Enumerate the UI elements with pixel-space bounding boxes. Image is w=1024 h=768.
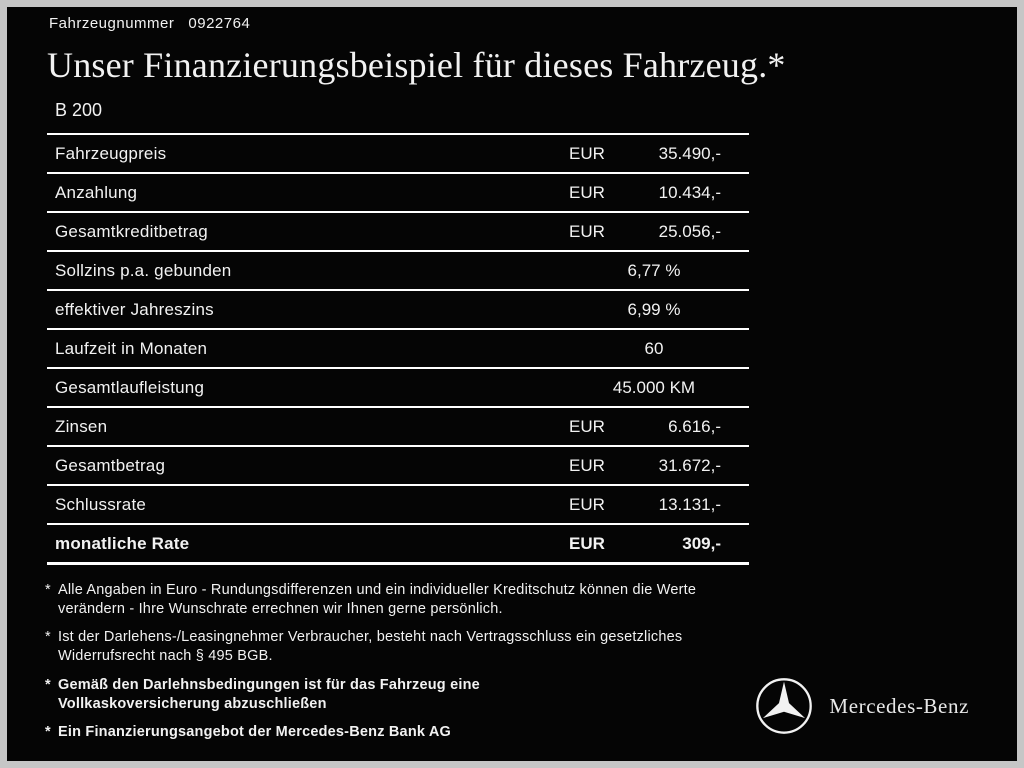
- row-currency: EUR: [569, 416, 605, 436]
- row-value: EUR 6.616,-: [569, 417, 749, 437]
- brand-block: Mercedes-Benz: [755, 677, 969, 735]
- row-amount: 6,99 %: [627, 299, 681, 319]
- table-row-effektiver-jahreszins: effektiver Jahreszins 6,99 %: [47, 291, 749, 330]
- row-value: EUR 10.434,-: [569, 183, 749, 203]
- table-row-schlussrate: Schlussrate EUR 13.131,-: [47, 486, 749, 525]
- row-amount: 13.131,-: [658, 494, 721, 514]
- row-currency: EUR: [569, 182, 605, 202]
- financing-table: Fahrzeugpreis EUR 35.490,- Anzahlung EUR…: [47, 133, 749, 565]
- table-row-anzahlung: Anzahlung EUR 10.434,-: [47, 174, 749, 213]
- footnote-text: Ein Finanzierungsangebot der Mercedes-Be…: [58, 723, 451, 740]
- row-currency: EUR: [569, 221, 605, 241]
- table-row-fahrzeugpreis: Fahrzeugpreis EUR 35.490,-: [47, 135, 749, 174]
- footnotes: * Alle Angaben in Euro - Rundungsdiffere…: [45, 581, 755, 742]
- footnote-marker: *: [45, 676, 51, 693]
- row-label: Schlussrate: [55, 494, 147, 514]
- row-value: 60: [569, 339, 749, 359]
- footnote-marker: *: [45, 582, 51, 598]
- page-title: Unser Finanzierungsbeispiel für dieses F…: [47, 45, 786, 85]
- row-amount: 309,-: [682, 533, 721, 553]
- footnote-marker: *: [45, 629, 51, 646]
- row-amount: 35.490,-: [658, 143, 721, 163]
- vehicle-model: B 200: [55, 100, 103, 120]
- row-value: 45.000 KM: [569, 378, 749, 398]
- row-currency: EUR: [569, 494, 605, 514]
- row-amount: 6,77 %: [627, 260, 681, 280]
- table-row-sollzins: Sollzins p.a. gebunden 6,77 %: [47, 252, 749, 291]
- footnote-vollkasko: * Gemäß den Darlehnsbedingungen ist für …: [45, 676, 755, 714]
- row-label: Gesamtkreditbetrag: [55, 221, 208, 241]
- row-amount: 31.672,-: [658, 455, 721, 475]
- footnote-text: Ist der Darlehens-/Leasingnehmer Verbrau…: [58, 629, 683, 665]
- row-value: EUR 13.131,-: [569, 495, 749, 515]
- row-amount: 60: [644, 338, 664, 358]
- row-currency: EUR: [569, 143, 605, 163]
- footnote-text: Alle Angaben in Euro - Rundungsdifferenz…: [58, 582, 697, 618]
- footnote-marker: *: [45, 723, 51, 740]
- row-value: 6,99 %: [569, 300, 749, 320]
- row-label: effektiver Jahreszins: [55, 299, 214, 319]
- row-amount: 6.616,-: [668, 416, 721, 436]
- page: Fahrzeugnummer 0922764 Unser Finanzierun…: [7, 7, 1017, 761]
- row-label: monatliche Rate: [55, 533, 190, 553]
- row-value: 6,77 %: [569, 261, 749, 281]
- row-amount: 45.000 KM: [612, 377, 696, 397]
- mercedes-star-icon: [756, 678, 813, 734]
- row-currency: EUR: [569, 533, 605, 553]
- footnote-bank: * Ein Finanzierungsangebot der Mercedes-…: [45, 723, 755, 742]
- table-row-zinsen: Zinsen EUR 6.616,-: [47, 408, 749, 447]
- row-label: Laufzeit in Monaten: [55, 338, 208, 358]
- row-value: EUR 309,-: [569, 534, 749, 554]
- row-value: EUR 35.490,-: [569, 144, 749, 164]
- vehicle-number-label: Fahrzeugnummer: [49, 15, 175, 32]
- row-currency: EUR: [569, 455, 605, 475]
- vehicle-number-value: 0922764: [188, 15, 251, 32]
- vehicle-number-line: Fahrzeugnummer 0922764: [49, 15, 1017, 32]
- footnote-rounding: * Alle Angaben in Euro - Rundungsdiffere…: [45, 581, 755, 619]
- row-label: Sollzins p.a. gebunden: [55, 260, 232, 280]
- footnote-widerrufsrecht: * Ist der Darlehens-/Leasingnehmer Verbr…: [45, 628, 755, 666]
- row-value: EUR 31.672,-: [569, 456, 749, 476]
- row-label: Gesamtlaufleistung: [55, 377, 205, 397]
- row-label: Anzahlung: [55, 182, 138, 202]
- row-amount: 25.056,-: [658, 221, 721, 241]
- table-row-gesamtbetrag: Gesamtbetrag EUR 31.672,-: [47, 447, 749, 486]
- table-row-monatliche-rate: monatliche Rate EUR 309,-: [47, 525, 749, 565]
- row-amount: 10.434,-: [658, 182, 721, 202]
- table-row-gesamtlaufleistung: Gesamtlaufleistung 45.000 KM: [47, 369, 749, 408]
- row-label: Gesamtbetrag: [55, 455, 166, 475]
- brand-name: Mercedes-Benz: [829, 693, 969, 718]
- row-label: Fahrzeugpreis: [55, 143, 167, 163]
- row-label: Zinsen: [55, 416, 108, 436]
- table-row-laufzeit: Laufzeit in Monaten 60: [47, 330, 749, 369]
- row-value: EUR 25.056,-: [569, 222, 749, 242]
- table-row-gesamtkreditbetrag: Gesamtkreditbetrag EUR 25.056,-: [47, 213, 749, 252]
- footnote-text: Gemäß den Darlehnsbedingungen ist für da…: [58, 676, 480, 712]
